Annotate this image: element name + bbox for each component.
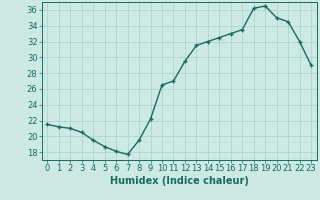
- X-axis label: Humidex (Indice chaleur): Humidex (Indice chaleur): [110, 176, 249, 186]
